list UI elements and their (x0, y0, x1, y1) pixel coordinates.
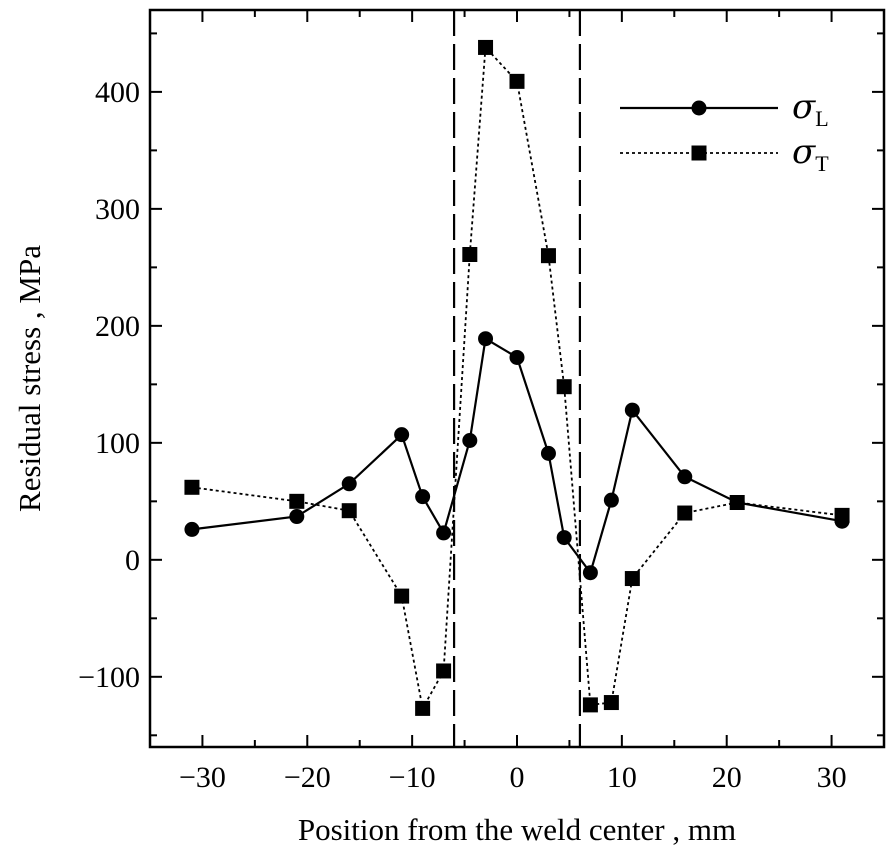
series-sigma-l-point (603, 492, 619, 508)
x-tick-label: −30 (179, 761, 226, 794)
series-sigma-t-point (341, 503, 357, 519)
series-sigma-t-point (540, 248, 556, 264)
series-layer (184, 39, 850, 716)
series-sigma-t-point (603, 695, 619, 711)
series-sigma-l-point (624, 402, 640, 418)
series-sigma-l-point (394, 427, 410, 443)
series-sigma-l-point (834, 513, 850, 529)
x-tick-label: 0 (510, 761, 525, 794)
weld-boundary-lines (452, 10, 582, 747)
series-sigma-l-point (582, 565, 598, 581)
series-sigma-t-point (556, 379, 572, 395)
series-sigma-t-point (394, 588, 410, 604)
series-sigma-t-point (478, 39, 494, 55)
series-sigma-l-point (677, 469, 693, 485)
legend-item-sigma-t: σT (620, 132, 829, 176)
series-sigma-t-point (184, 479, 200, 495)
series-sigma-l-point (478, 331, 494, 347)
series-sigma-t-point (436, 663, 452, 679)
series-sigma-t-point (509, 73, 525, 89)
series-sigma-t-point (624, 571, 640, 587)
legend-item-sigma-l: σL (620, 87, 829, 131)
y-tick-label: 400 (95, 76, 140, 109)
axis-ticks (149, 10, 885, 747)
x-axis-label: Position from the weld center , mm (298, 812, 736, 847)
y-tick-label: −100 (78, 661, 140, 694)
series-sigma-l-point (436, 525, 452, 541)
legend-label: σT (792, 132, 829, 176)
x-tick-label: −10 (389, 761, 436, 794)
y-tick-label: 300 (95, 193, 140, 226)
y-tick-label: 0 (125, 544, 140, 577)
series-sigma-t-point (415, 700, 431, 716)
series-sigma-l-point (289, 509, 305, 525)
x-tick-label: 20 (712, 761, 742, 794)
x-tick-label: −20 (284, 761, 331, 794)
y-tick-label: 200 (95, 310, 140, 343)
series-sigma-l-point (462, 433, 478, 449)
series-sigma-t-line (191, 45, 843, 712)
legend-label: σL (792, 87, 829, 131)
legend-marker (691, 145, 707, 161)
plot-frame (148, 8, 886, 749)
series-sigma-l (184, 331, 850, 581)
x-tick-label: 30 (817, 761, 847, 794)
series-sigma-t (184, 39, 850, 716)
series-sigma-l-point (729, 495, 745, 511)
series-sigma-l-point (509, 349, 525, 365)
series-sigma-l-point (184, 521, 200, 537)
x-tick-label: 10 (607, 761, 637, 794)
series-sigma-t-point (462, 246, 478, 262)
series-sigma-l-line (191, 336, 843, 576)
series-sigma-t-point (677, 505, 693, 521)
y-axis-label: Residual stress , MPa (12, 245, 47, 512)
series-sigma-l-point (415, 489, 431, 505)
series-sigma-l-point (540, 445, 556, 461)
series-sigma-t-point (289, 493, 305, 509)
series-sigma-l-point (341, 476, 357, 492)
y-tick-label: 100 (95, 427, 140, 460)
series-sigma-t-point (582, 697, 598, 713)
legend-marker (691, 100, 707, 116)
series-sigma-l-point (556, 530, 572, 546)
